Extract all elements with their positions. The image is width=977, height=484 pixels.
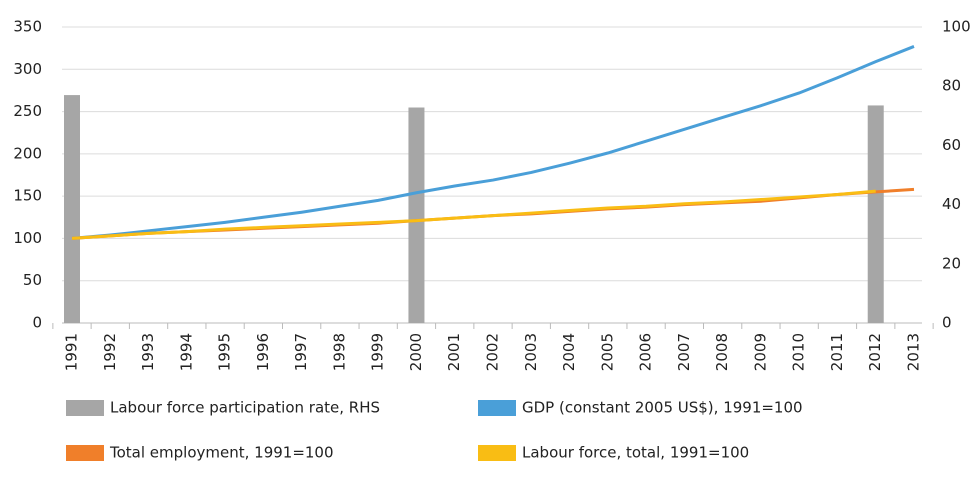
x-tick-label: 2013 — [905, 333, 923, 371]
y-tick-label: 300 — [13, 60, 42, 78]
x-tick-label: 1995 — [216, 333, 234, 371]
legend-label: Total employment, 1991=100 — [109, 444, 334, 462]
y-tick-label: 0 — [32, 314, 42, 332]
legend-swatch — [66, 400, 104, 416]
x-tick-label: 2000 — [407, 333, 425, 371]
x-tick-label: 1991 — [63, 333, 81, 371]
y2-tick-label: 20 — [942, 254, 961, 272]
legend-swatch — [66, 445, 104, 461]
x-tick-label: 2007 — [675, 333, 693, 371]
y2-tick-label: 0 — [942, 314, 952, 332]
x-tick-label: 1994 — [177, 333, 195, 371]
x-tick-label: 2009 — [751, 333, 769, 371]
x-tick-label: 2004 — [560, 333, 578, 371]
x-tick-label: 1992 — [101, 333, 119, 371]
x-tick-label: 2006 — [637, 333, 655, 371]
x-tick-label: 2002 — [484, 333, 502, 371]
legend-label: Labour force, total, 1991=100 — [522, 444, 749, 462]
x-tick-label: 2011 — [828, 333, 846, 371]
x-tick-label: 1993 — [139, 333, 157, 371]
x-tick-label: 2008 — [713, 333, 731, 371]
y2-tick-label: 100 — [942, 18, 971, 36]
x-tick-label: 1996 — [254, 333, 272, 371]
x-tick-label: 2003 — [522, 333, 540, 371]
x-tick-label: 1999 — [369, 333, 387, 371]
y-tick-label: 250 — [13, 102, 42, 120]
bar — [408, 107, 425, 324]
bar — [64, 95, 80, 323]
y2-tick-label: 60 — [942, 136, 961, 154]
y-tick-label: 200 — [13, 144, 42, 162]
x-tick-label: 2010 — [790, 333, 808, 371]
y-tick-label: 50 — [23, 271, 42, 289]
legend-swatch — [478, 445, 516, 461]
y2-tick-label: 80 — [942, 77, 961, 95]
y2-tick-label: 40 — [942, 195, 961, 213]
y-tick-label: 150 — [13, 187, 42, 205]
line — [71, 189, 876, 240]
x-tick-label: 1998 — [330, 333, 348, 371]
legend-label: Labour force participation rate, RHS — [110, 399, 380, 417]
y-tick-label: 100 — [13, 229, 42, 247]
line — [71, 45, 915, 240]
legend-swatch — [478, 400, 516, 416]
legend-label: GDP (constant 2005 US$), 1991=100 — [522, 399, 803, 417]
x-tick-label: 2012 — [866, 333, 884, 371]
x-tick-label: 1997 — [292, 333, 310, 371]
x-tick-label: 2001 — [445, 333, 463, 371]
y-tick-label: 350 — [13, 18, 42, 36]
bar — [867, 105, 884, 323]
x-tick-label: 2005 — [598, 333, 616, 371]
